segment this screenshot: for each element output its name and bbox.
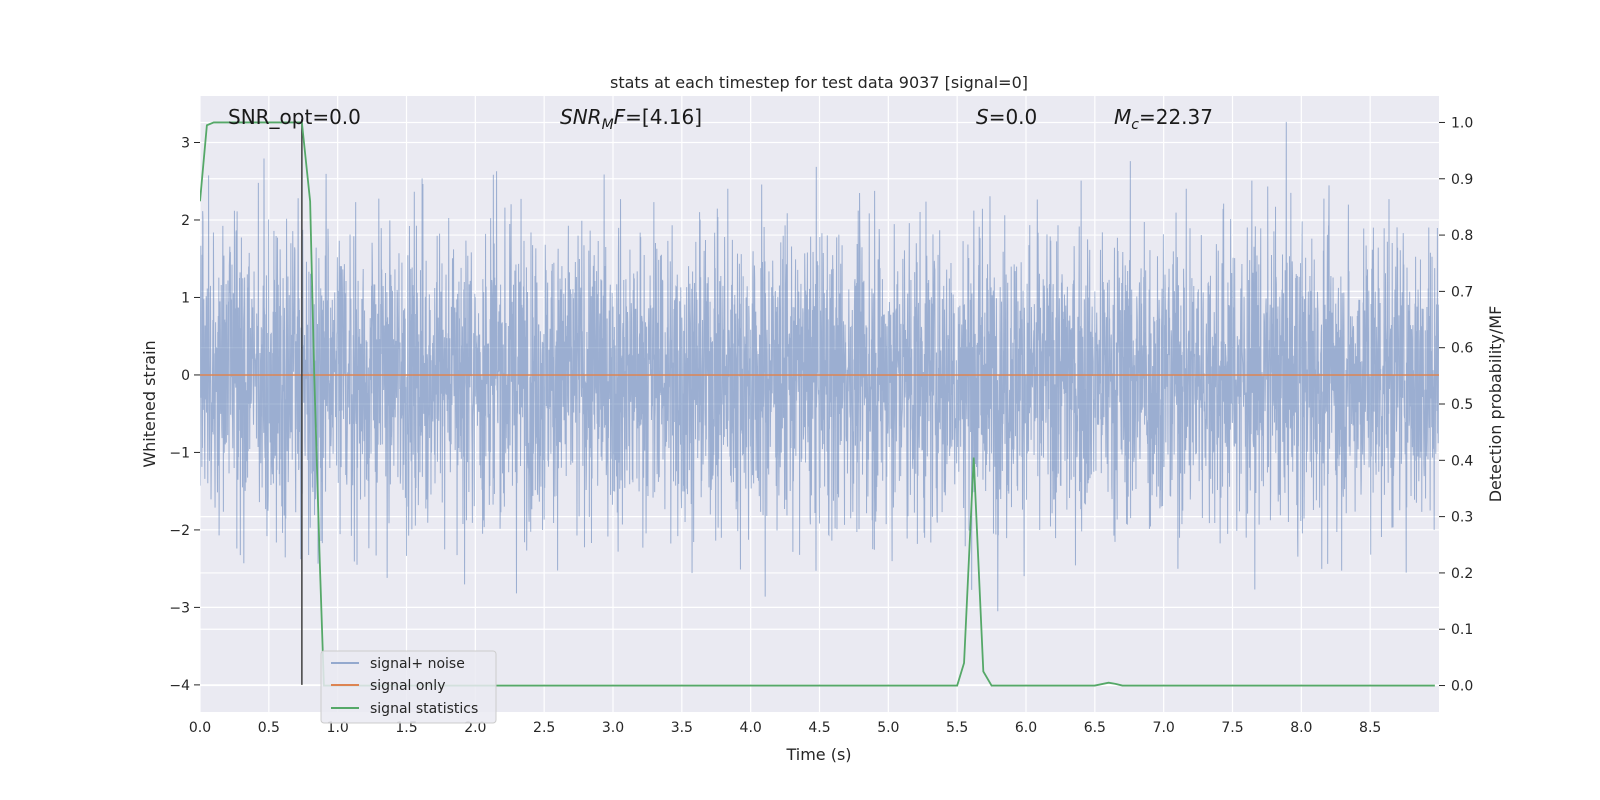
x-tick-label: 3.0 [602, 720, 624, 736]
x-tick-label: 2.5 [533, 720, 555, 736]
y2-tick-label: 0.8 [1451, 228, 1473, 244]
y2-tick-label: 0.0 [1451, 679, 1473, 695]
x-tick-label: 7.0 [1153, 720, 1175, 736]
annotation-s: S=0.0 [976, 105, 1037, 129]
y2-tick-label: 0.1 [1451, 622, 1473, 638]
x-tick-label: 3.5 [671, 720, 693, 736]
x-tick-label: 4.0 [740, 720, 762, 736]
x-tick-label: 4.5 [808, 720, 830, 736]
y-tick-label: −4 [169, 678, 190, 694]
y2-axis-label: Detection probability/MF [1486, 306, 1505, 503]
annotation-snr-mf: SNRMF=[4.16] [560, 105, 702, 133]
x-tick-label: 5.5 [946, 720, 968, 736]
x-tick-label: 8.5 [1359, 720, 1381, 736]
annotation-mc: Mc=22.37 [1114, 105, 1213, 133]
y-tick-label: 1 [181, 290, 190, 306]
y-tick-label: −3 [169, 600, 190, 616]
x-axis-ticks: 0.0 0.5 1.0 1.5 2.0 2.5 3.0 3.5 4.0 4.5 5.0 5.5 6.0 6… [189, 720, 1381, 736]
legend-label-signal-statistics: signal statistics [370, 701, 478, 717]
y2-tick-label: 0.9 [1451, 172, 1473, 188]
y2-tick-label: 0.7 [1451, 284, 1473, 300]
x-axis-label: Time (s) [785, 745, 851, 764]
series-signal-statistics [200, 121, 1435, 687]
y-tick-label: 2 [181, 213, 190, 229]
legend-box [320, 650, 497, 724]
x-tick-label: 1.0 [327, 720, 349, 736]
y2-tick-label: 0.5 [1451, 397, 1473, 413]
x-tick-label: 2.0 [464, 720, 486, 736]
y2-tick-label: 0.4 [1451, 453, 1473, 469]
y-tick-label: −2 [169, 523, 190, 539]
y2-tick-label: 0.3 [1451, 510, 1473, 526]
noise-trace [200, 121, 1439, 612]
series-signal-plus-noise [200, 121, 1439, 612]
x-tick-label: 7.5 [1221, 720, 1243, 736]
x-tick-label: 0.5 [258, 720, 280, 736]
x-tick-label: 1.5 [395, 720, 417, 736]
y-tick-label: 0 [181, 368, 190, 384]
y-axis-label: Whitened strain [140, 340, 159, 467]
legend-label-signal-only: signal only [370, 678, 445, 694]
y2-tick-label: 0.6 [1451, 341, 1473, 357]
chart-title: stats at each timestep for test data 903… [610, 73, 1028, 92]
y-axis-ticks: 3 2 1 0 −1 −2 −3 −4 [169, 135, 200, 694]
x-tick-label: 0.0 [189, 720, 211, 736]
legend-label-signal-plus-noise: signal+ noise [370, 656, 465, 672]
y-tick-label: −1 [169, 445, 190, 461]
annotation-snr-opt: SNR_opt=0.0 [228, 105, 361, 129]
x-tick-label: 8.0 [1290, 720, 1312, 736]
y-tick-label: 3 [181, 135, 190, 151]
y2-tick-label: 0.2 [1451, 566, 1473, 582]
legend: signal+ noise signal only signal statist… [320, 650, 497, 724]
x-tick-label: 6.0 [1015, 720, 1037, 736]
y2-axis-ticks: 1.0 0.9 0.8 0.7 0.6 0.5 0.4 0.3 0.2 0.1 0.0 [1439, 115, 1473, 695]
x-tick-label: 5.0 [877, 720, 899, 736]
x-tick-label: 6.5 [1084, 720, 1106, 736]
y2-tick-label: 1.0 [1451, 115, 1473, 131]
